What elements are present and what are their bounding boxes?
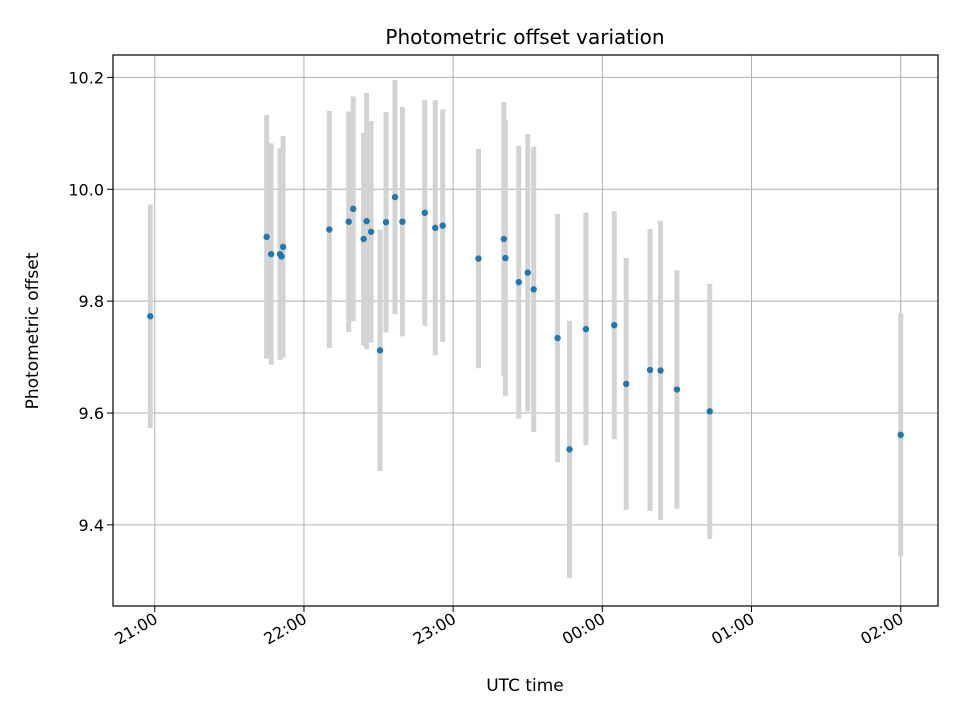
- data-point: [267, 250, 275, 258]
- data-point: [349, 205, 357, 213]
- data-point: [439, 222, 446, 229]
- data-point: [399, 218, 406, 225]
- data-point: [524, 269, 531, 276]
- y-tick-label: 9.6: [79, 404, 104, 423]
- data-point: [345, 218, 352, 225]
- data-point: [706, 408, 713, 415]
- data-point: [278, 253, 285, 260]
- data-point: [566, 446, 573, 453]
- data-point: [611, 321, 618, 329]
- data-point: [382, 219, 390, 226]
- data-point: [326, 226, 333, 233]
- data-point: [500, 235, 508, 243]
- data-point: [363, 217, 370, 225]
- data-point: [623, 380, 630, 388]
- data-point: [360, 235, 367, 243]
- data-point: [646, 366, 654, 374]
- data-point: [475, 255, 482, 262]
- data-point: [432, 224, 439, 232]
- y-tick-label: 9.4: [79, 516, 104, 535]
- data-point: [147, 313, 154, 320]
- data-point: [515, 278, 522, 286]
- data-point: [263, 233, 270, 241]
- y-axis-ticks: 9.4 9.6 9.8 10.0 10.2: [68, 68, 113, 535]
- data-point: [582, 325, 590, 333]
- x-axis-title: UTC time: [486, 676, 564, 696]
- y-tick-label: 10.2: [68, 68, 104, 87]
- chart-title: Photometric offset variation: [385, 25, 664, 49]
- point-layer: [147, 193, 904, 453]
- data-point: [657, 367, 664, 374]
- data-point: [554, 334, 561, 342]
- data-point: [673, 386, 681, 393]
- y-axis-title: Photometric offset: [23, 252, 43, 409]
- y-tick-label: 9.8: [79, 292, 104, 311]
- data-point: [421, 209, 428, 216]
- data-point: [376, 347, 384, 354]
- plot-frame: [112, 54, 939, 607]
- data-point: [897, 431, 904, 439]
- data-point: [279, 243, 287, 251]
- data-point: [391, 193, 399, 201]
- y-tick-label: 10.0: [68, 180, 104, 199]
- data-point: [530, 286, 537, 293]
- data-point: [502, 254, 509, 262]
- data-point: [367, 228, 375, 235]
